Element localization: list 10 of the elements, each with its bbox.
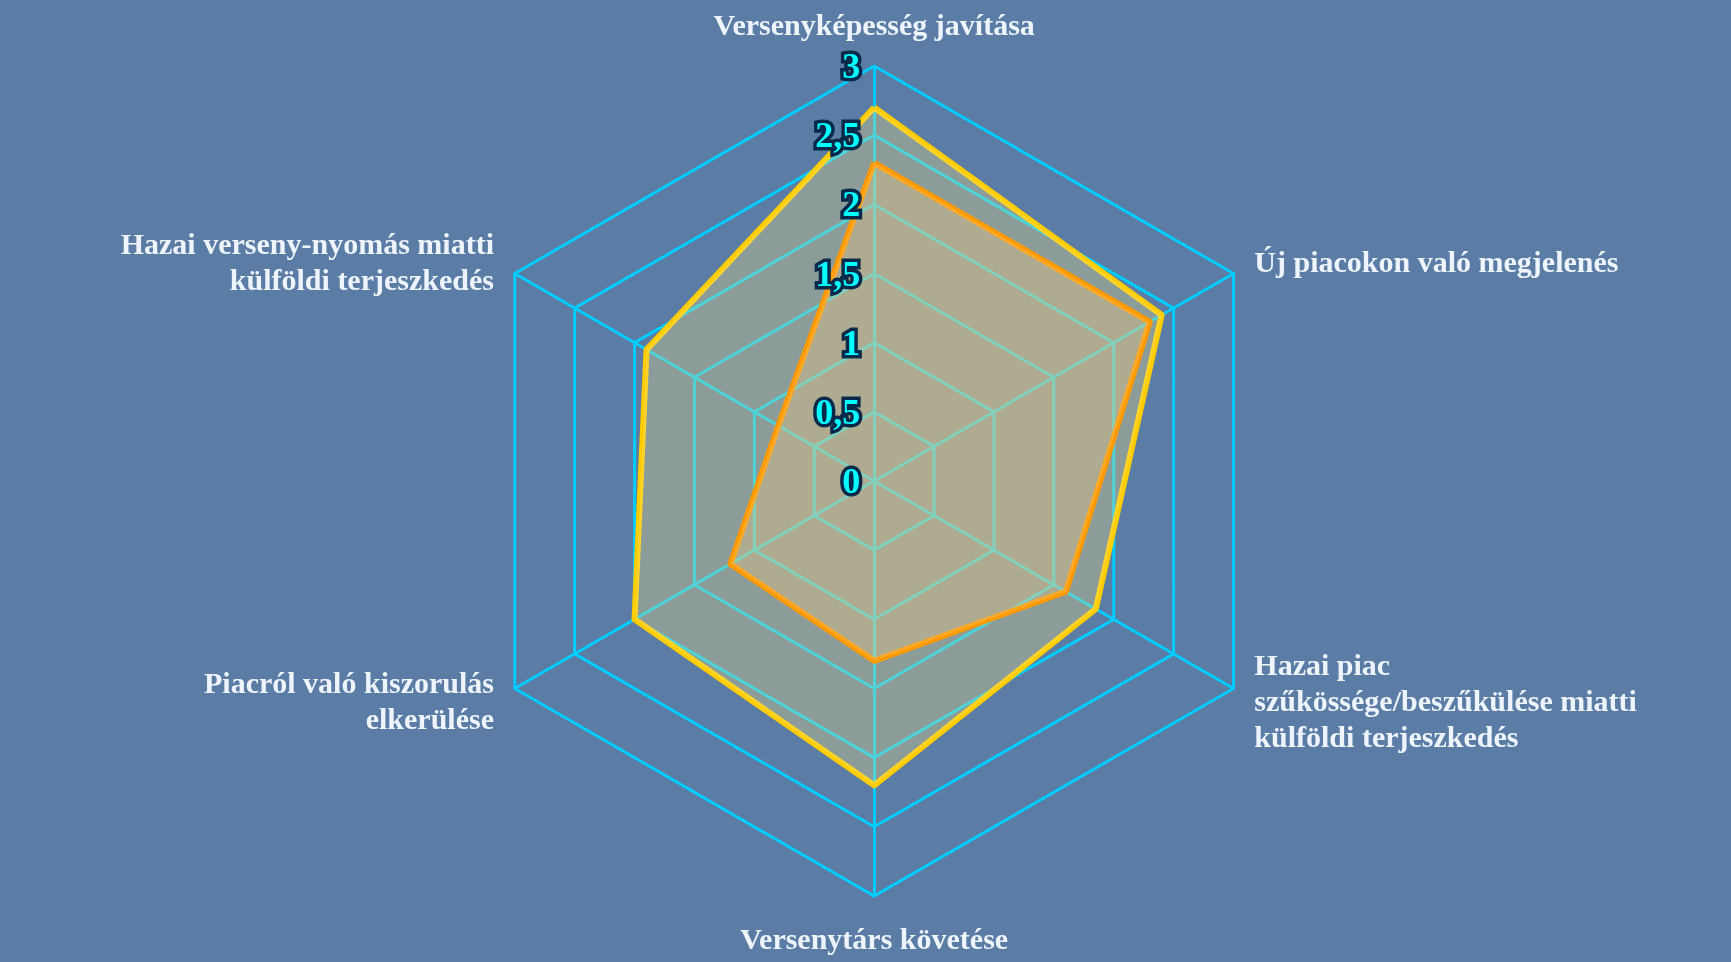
y-tick-label: 1: [842, 322, 861, 363]
y-tick-label: 0: [842, 461, 861, 501]
spoke-label: Hazai verseny-nyomás miatti külföldi terjeszkedés: [120, 227, 494, 296]
spoke-label: Piacról való kiszorulás elkerülése: [203, 666, 494, 735]
spoke-label: Hazai piac szűkössége/beszűkülése miatti külföldi terjeszkedés: [1254, 648, 1637, 753]
spoke-label: Versenyképesség javítása: [713, 7, 1035, 41]
spoke-label: Új piacokon való megjelenés: [1254, 245, 1619, 278]
spoke-label: Versenytárs követése: [740, 921, 1009, 955]
y-tick-label: 0,5: [815, 391, 861, 432]
y-tick-label: 3: [842, 46, 861, 86]
